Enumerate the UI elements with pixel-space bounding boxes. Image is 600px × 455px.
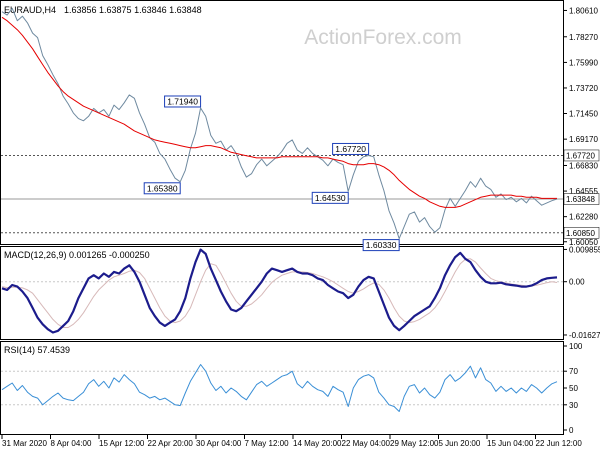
level-value-box xyxy=(563,149,600,162)
macd-layer xyxy=(1,248,563,334)
rsi-y-tick-label: 100 xyxy=(569,342,583,351)
macd-panel-frame xyxy=(0,246,564,340)
macd-title: MACD(12,26,9) 0.001265 -0.000250 xyxy=(4,250,150,260)
x-tick-label: 5 Jun 20:00 xyxy=(439,439,481,448)
price-y-tick-label: 1.60050 xyxy=(569,238,598,247)
price-series xyxy=(1,7,558,240)
watermark: ActionForex.com xyxy=(304,26,462,49)
price-y-tick-label: 1.62280 xyxy=(569,213,598,222)
current-value-box xyxy=(563,193,600,205)
macd-y-tick-label: 0.009855 xyxy=(569,245,600,254)
symbol-label: EURAUD,H4 xyxy=(4,5,56,15)
price-y-tick-label: 1.80610 xyxy=(569,6,598,15)
x-tick-label: 14 May 20:00 xyxy=(293,439,342,448)
x-tick-label: 22 Jun 12:00 xyxy=(536,439,583,448)
price-y-tick-label: 1.64555 xyxy=(569,187,598,196)
annotation-label: 1.60330 xyxy=(366,240,397,250)
macd-signal-series xyxy=(1,258,558,328)
x-tick-label: 29 May 12:00 xyxy=(390,439,439,448)
x-tick-label: 15 Jun 04:00 xyxy=(487,439,534,448)
price-panel-frame xyxy=(0,0,564,245)
rsi-y-tick-label: 50 xyxy=(569,384,578,393)
level-value-label: 1.60850 xyxy=(566,229,595,238)
rsi-title: RSI(14) 57.4539 xyxy=(4,345,70,355)
price-y-tick-label: 1.75990 xyxy=(569,58,598,67)
x-tick-label: 22 Apr 20:00 xyxy=(148,439,194,448)
axis-layer: 1.80610 1.78270 1.75990 1.73720 1.71450 1.691… xyxy=(1,6,600,448)
annotation-label: 1.64530 xyxy=(315,193,346,203)
rsi-y-tick-label: 0 xyxy=(569,426,574,435)
price-y-tick-label: 1.66830 xyxy=(569,161,598,170)
macd-y-tick-label: 0.00 xyxy=(569,278,585,287)
annotation-box xyxy=(332,142,370,155)
x-tick-label: 22 May 04:00 xyxy=(342,439,391,448)
macd-y-tick-label: -0.01627 xyxy=(569,331,600,340)
annotation-label: 1.65380 xyxy=(147,183,178,193)
x-tick-label: 7 May 12:00 xyxy=(245,439,290,448)
x-tick-label: 31 Mar 2020 xyxy=(2,439,47,448)
price-layer: 1.71940 1.65380 1.64530 1.67720 1.60330 xyxy=(1,7,563,252)
rsi-y-tick-label: 70 xyxy=(569,367,578,376)
annotation-box xyxy=(164,95,202,108)
x-tick-label: 15 Apr 12:00 xyxy=(99,439,145,448)
price-y-tick-label: 1.78270 xyxy=(569,33,598,42)
level-value-label: 1.67720 xyxy=(566,151,595,160)
annotation-box xyxy=(362,239,400,252)
annotation-label: 1.67720 xyxy=(335,144,366,154)
rsi-series xyxy=(1,364,558,412)
ohlc-readout: 1.63856 1.63875 1.63846 1.63848 xyxy=(64,5,202,15)
x-tick-label: 8 Apr 04:00 xyxy=(51,439,92,448)
rsi-layer xyxy=(1,364,563,412)
price-y-tick-label: 1.71450 xyxy=(569,110,598,119)
annotation-box xyxy=(311,191,349,204)
rsi-y-tick-label: 30 xyxy=(569,401,578,410)
moving-average-series xyxy=(1,16,557,208)
level-value-box xyxy=(563,227,600,239)
price-y-tick-label: 1.69170 xyxy=(569,135,598,144)
x-tick-label: 30 Apr 04:00 xyxy=(196,439,242,448)
price-y-tick-label: 1.73720 xyxy=(569,84,598,93)
macd-series xyxy=(1,248,558,334)
annotation-label: 1.71940 xyxy=(167,96,198,106)
annotation-box xyxy=(143,182,181,195)
current-value-label: 1.63848 xyxy=(566,195,595,204)
